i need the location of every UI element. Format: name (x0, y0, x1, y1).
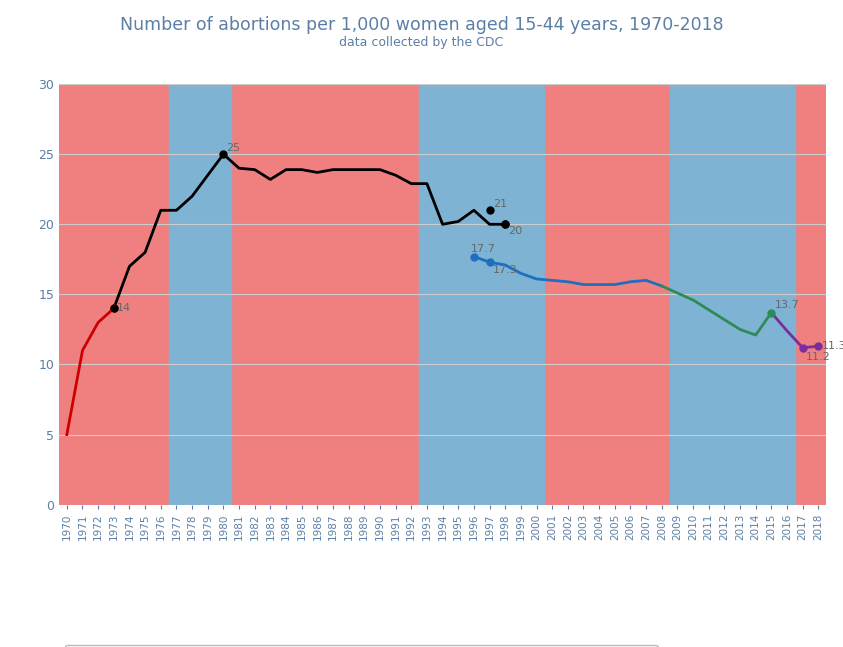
Bar (545, 84, 669, 505)
Text: 11.2: 11.2 (806, 352, 830, 362)
Bar (419, 84, 545, 505)
Text: 14: 14 (117, 303, 131, 313)
Text: 25: 25 (227, 143, 240, 153)
Bar (169, 84, 231, 505)
Text: Number of abortions per 1,000 women aged 15-44 years, 1970-2018: Number of abortions per 1,000 women aged… (120, 16, 723, 34)
Legend: Democratic administrations, Republican administrations, from 15 to 29 reporting : Democratic administrations, Republican a… (65, 645, 658, 647)
Text: 13.7: 13.7 (775, 300, 799, 310)
Text: data collected by the CDC: data collected by the CDC (340, 36, 503, 49)
Text: 20: 20 (508, 226, 523, 236)
Text: 17.7: 17.7 (470, 244, 496, 254)
Text: 11.3: 11.3 (821, 341, 843, 351)
Text: 17.3: 17.3 (492, 265, 518, 275)
Bar (795, 84, 826, 505)
Bar (669, 84, 795, 505)
Text: 21: 21 (492, 199, 507, 209)
Bar (231, 84, 419, 505)
Bar (59, 84, 169, 505)
